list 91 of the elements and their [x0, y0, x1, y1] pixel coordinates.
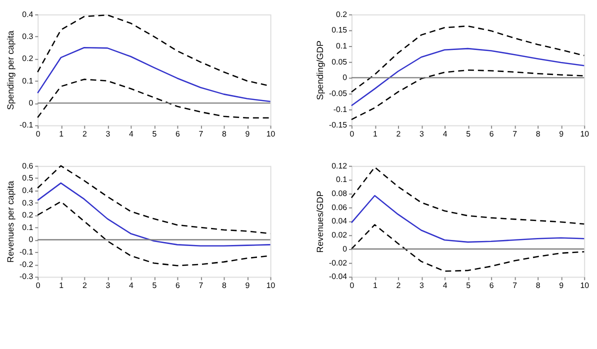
- y-tick-label: 0.05: [332, 57, 348, 66]
- y-tick-label: 0.1: [336, 175, 348, 184]
- y-tick-label: 0.1: [22, 76, 34, 86]
- x-tick-label: 6: [176, 130, 181, 139]
- y-tick-label: 0.15: [332, 26, 348, 35]
- x-tick-label: 2: [396, 281, 401, 290]
- line-series: [36, 165, 271, 234]
- x-tick-label: 3: [420, 130, 425, 139]
- x-tick-label: 0: [350, 130, 355, 139]
- line-series: [350, 194, 585, 243]
- x-tick-label: 5: [152, 281, 158, 290]
- x-tick-label: 2: [82, 130, 87, 139]
- y-tick-label: 0.3: [22, 32, 34, 41]
- y-tick-label: 0.2: [336, 10, 348, 19]
- x-tick-label: 7: [198, 130, 204, 139]
- x-tick-label: 10: [266, 130, 276, 139]
- y-tick-label: 0: [342, 244, 348, 254]
- x-tick-label: 9: [559, 130, 564, 139]
- x-tick-label: 3: [106, 130, 111, 139]
- y-tick-label: -0.3: [20, 272, 34, 282]
- x-tick-label: 10: [580, 130, 590, 139]
- line-series: [350, 166, 585, 225]
- y-axis-title: Revenues/GDP: [315, 190, 326, 253]
- y-tick-label: 0.12: [332, 161, 348, 170]
- x-tick-label: 5: [466, 281, 472, 290]
- x-tick-label: 8: [536, 281, 541, 290]
- line-series: [350, 25, 585, 93]
- y-tick-label: -0.04: [328, 272, 348, 282]
- x-tick-label: 10: [580, 281, 590, 290]
- x-tick-label: 7: [512, 281, 518, 290]
- x-tick-label: 7: [512, 130, 518, 139]
- x-tick-label: 8: [536, 130, 541, 139]
- y-tick-label: -0.1: [20, 120, 34, 130]
- x-tick-label: 1: [59, 130, 64, 139]
- x-tick-label: 6: [489, 281, 494, 290]
- x-tick-label: 1: [373, 281, 378, 290]
- x-tick-label: 4: [442, 281, 448, 290]
- y-tick-label: 0.1: [336, 42, 348, 51]
- y-tick-label: 0.3: [22, 198, 34, 208]
- x-tick-label: 8: [222, 281, 228, 290]
- y-tick-label: 0.4: [22, 186, 34, 195]
- x-tick-label: 9: [245, 281, 250, 290]
- y-tick-label: 0.06: [332, 202, 348, 212]
- x-tick-label: 9: [559, 281, 564, 290]
- x-tick-label: 8: [222, 130, 228, 139]
- x-tick-label: 0: [36, 130, 41, 139]
- line-series: [350, 224, 585, 272]
- y-axis-title: Spending per capita: [6, 30, 16, 110]
- x-tick-label: 6: [176, 281, 181, 290]
- line-series: [350, 48, 585, 106]
- x-tick-label: 2: [82, 281, 87, 290]
- x-tick-label: 4: [128, 130, 134, 139]
- y-tick-label: -0.15: [328, 120, 348, 130]
- y-tick-label: 0.04: [332, 216, 348, 226]
- x-tick-label: 6: [489, 130, 494, 139]
- y-axis-title: Spending/GDP: [315, 40, 326, 100]
- x-tick-label: 3: [420, 281, 425, 290]
- y-tick-label: 0.2: [22, 54, 34, 64]
- y-tick-label: 0.5: [22, 174, 34, 183]
- x-tick-label: 7: [198, 281, 204, 290]
- y-tick-label: 0.4: [22, 10, 34, 19]
- y-tick-label: -0.2: [20, 260, 34, 269]
- x-tick-label: 1: [373, 130, 378, 139]
- x-tick-label: 2: [396, 130, 401, 139]
- y-tick-label: -0.1: [333, 104, 348, 114]
- x-tick-label: 4: [128, 281, 134, 290]
- x-tick-label: 5: [152, 130, 158, 139]
- x-tick-label: 0: [350, 281, 355, 290]
- x-tick-label: 5: [466, 130, 472, 139]
- y-tick-label: -0.1: [20, 248, 34, 257]
- x-tick-label: 4: [442, 130, 448, 139]
- y-tick-label: 0.2: [22, 210, 34, 220]
- y-axis-title: Revenues per capita: [6, 180, 16, 263]
- x-tick-label: 1: [59, 281, 64, 290]
- y-tick-label: -0.02: [328, 258, 348, 268]
- y-tick-label: 0.6: [22, 161, 34, 170]
- x-tick-label: 10: [266, 281, 276, 290]
- x-tick-label: 0: [36, 281, 41, 290]
- y-tick-label: -0.05: [328, 89, 348, 98]
- x-tick-label: 9: [245, 130, 250, 139]
- y-tick-label: 0: [28, 235, 34, 244]
- y-tick-label: 0: [28, 98, 34, 108]
- line-series: [36, 46, 271, 102]
- y-tick-label: 0.1: [22, 222, 34, 232]
- x-tick-label: 3: [106, 281, 111, 290]
- line-series: [36, 78, 271, 119]
- line-series: [36, 182, 271, 247]
- y-tick-label: 0.08: [332, 189, 348, 198]
- y-tick-label: 0.02: [332, 230, 348, 240]
- y-tick-label: 0: [342, 73, 348, 82]
- line-series: [350, 69, 585, 120]
